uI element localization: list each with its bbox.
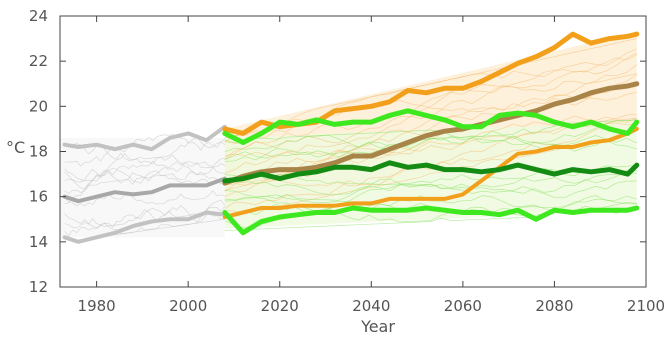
series-line-8 <box>222 205 640 236</box>
y-tick-label-16: 16 <box>29 188 48 206</box>
x-tick-label-1980: 1980 <box>78 297 116 315</box>
series-line-5 <box>222 81 640 186</box>
x-axis-label: Year <box>360 317 395 336</box>
y-tick-label-18: 18 <box>29 143 48 161</box>
y-tick-label-20: 20 <box>29 97 48 115</box>
high-scenario-member-line-8 <box>224 64 638 160</box>
series-line-4 <box>222 126 639 219</box>
series-line-0 <box>62 124 227 152</box>
series-line-6 <box>222 108 640 145</box>
low-scenario-member-line-10 <box>224 119 637 153</box>
historical-member-line-10 <box>64 133 225 167</box>
high-scenario-member-line-7 <box>224 74 637 174</box>
high-scenario-member-line-13 <box>224 38 637 139</box>
y-axis-label: °C <box>6 138 25 157</box>
x-tick-label-2040: 2040 <box>352 297 390 315</box>
low-scenario-member-line-6 <box>224 170 637 195</box>
x-tick-label-2060: 2060 <box>444 297 482 315</box>
x-tick-label-2020: 2020 <box>261 297 299 315</box>
highlighted-series <box>62 31 640 244</box>
y-tick-label-14: 14 <box>29 233 48 251</box>
series-line-1 <box>62 176 227 204</box>
shaded-ranges <box>60 31 637 238</box>
high-scenario-member-line-9 <box>224 52 637 159</box>
historical-member-line-5 <box>64 190 225 207</box>
historical-member-line-8 <box>64 152 225 183</box>
series-line-7 <box>222 160 640 184</box>
y-tick-label-22: 22 <box>29 52 48 70</box>
historical-member-line-9 <box>64 160 225 182</box>
ensemble-member-lines <box>64 38 638 241</box>
high-scenario-member-line-3 <box>224 117 637 191</box>
series-line-2 <box>62 210 227 244</box>
x-tick-label-2000: 2000 <box>169 297 207 315</box>
low-scenario-member-line-4 <box>224 180 637 202</box>
historical-member-line-7 <box>64 169 225 190</box>
y-tick-label-24: 24 <box>29 7 48 25</box>
x-tick-label-2100: 2100 <box>627 297 665 315</box>
axes: 1980 2000 2020 2040 2060 2080 2100 12 14 16 18 20 22… <box>29 7 665 315</box>
historical-member-line-2 <box>64 205 225 229</box>
low-scenario-member-line-1 <box>224 195 637 230</box>
historical-member-line-1 <box>64 199 226 237</box>
y-tick-label-12: 12 <box>29 278 48 296</box>
x-tick-label-2080: 2080 <box>535 297 573 315</box>
range-band-2 <box>224 122 637 229</box>
